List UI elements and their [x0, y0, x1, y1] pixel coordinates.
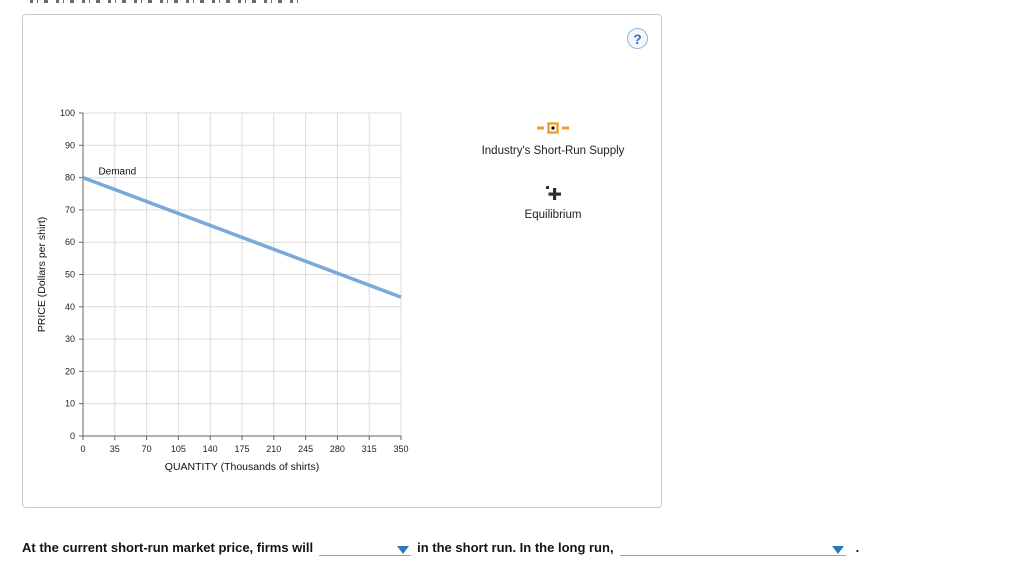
svg-text:175: 175 [234, 444, 249, 454]
svg-text:100: 100 [60, 108, 75, 118]
svg-text:315: 315 [362, 444, 377, 454]
long-run-dropdown[interactable] [619, 541, 846, 556]
demand-chart[interactable]: 0 10 20 30 40 50 60 70 80 90 100 0 35 70 105 140 175 210 2… [33, 105, 433, 488]
supply-tool-label: Industry's Short-Run Supply [481, 145, 625, 157]
svg-text:80: 80 [65, 173, 75, 183]
dropdown-arrow-icon [831, 546, 844, 554]
dropdown-arrow-icon [397, 546, 410, 554]
equilibrium-tool-label: Equilibrium [524, 209, 582, 221]
svg-text:210: 210 [266, 444, 281, 454]
svg-text:QUANTITY (Thousands of shirts): QUANTITY (Thousands of shirts) [165, 461, 319, 473]
question-text-2: in the short run. In the long run, [417, 540, 614, 555]
svg-text:245: 245 [298, 444, 313, 454]
tool-palette: Industry's Short-Run Supply Equilibrium [451, 119, 655, 221]
tool-equilibrium[interactable]: Equilibrium [524, 183, 582, 221]
svg-text:70: 70 [142, 444, 152, 454]
svg-text:35: 35 [110, 444, 120, 454]
svg-text:0: 0 [70, 431, 75, 441]
svg-text:Demand: Demand [98, 166, 136, 177]
svg-text:105: 105 [171, 444, 186, 454]
short-run-dropdown[interactable] [319, 541, 412, 556]
svg-text:30: 30 [65, 334, 75, 344]
help-button[interactable]: ? [627, 28, 648, 49]
question-text-3: . [855, 540, 860, 555]
svg-text:350: 350 [393, 444, 408, 454]
svg-text:140: 140 [203, 444, 218, 454]
cropped-text-remnant [30, 0, 298, 3]
tool-short-run-supply[interactable]: Industry's Short-Run Supply [481, 119, 625, 157]
svg-text:10: 10 [65, 399, 75, 409]
svg-text:40: 40 [65, 302, 75, 312]
svg-text:70: 70 [65, 205, 75, 215]
svg-text:50: 50 [65, 270, 75, 280]
svg-text:60: 60 [65, 237, 75, 247]
svg-text:280: 280 [330, 444, 345, 454]
chart-area[interactable]: 0 10 20 30 40 50 60 70 80 90 100 0 35 70 105 140 175 210 2… [33, 105, 433, 493]
question-text-1: At the current short-run market price, f… [22, 540, 314, 555]
question-sentence: At the current short-run market price, f… [22, 539, 859, 556]
svg-text:0: 0 [80, 444, 85, 454]
svg-text:PRICE (Dollars per shirt): PRICE (Dollars per shirt) [36, 217, 48, 333]
svg-text:90: 90 [65, 140, 75, 150]
equilibrium-point-tool-icon[interactable] [544, 183, 562, 201]
supply-line-tool-icon[interactable] [536, 119, 569, 137]
svg-text:20: 20 [65, 366, 75, 376]
graph-panel: ? 0 10 20 30 40 50 60 70 80 90 100 0 35 70 105 140 175 21… [22, 14, 662, 508]
